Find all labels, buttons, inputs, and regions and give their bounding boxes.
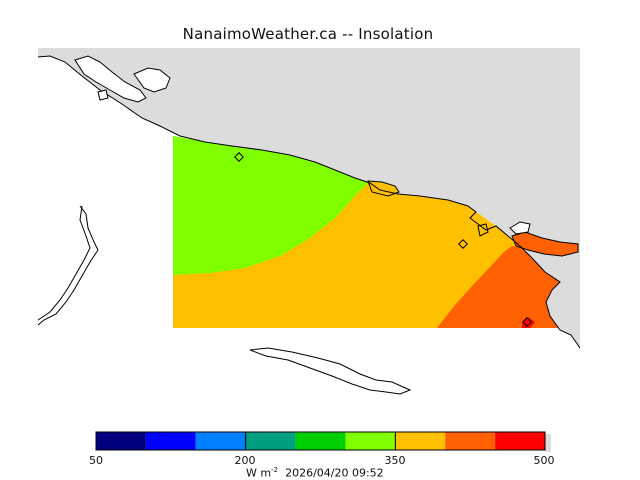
page-title: NanaimoWeather.ca -- Insolation: [182, 25, 434, 43]
colorbar-segment-50-100: [96, 432, 146, 450]
mainland-landmass: [38, 48, 580, 348]
western-coastline-inner: [37, 205, 91, 321]
band-300-350: [173, 136, 368, 275]
band-400-450: [437, 246, 560, 328]
colorbar-segment-100-150: [145, 432, 196, 450]
colorbar-segment-150-200: [195, 432, 246, 450]
island-south: [249, 347, 412, 395]
island-north-1: [74, 55, 147, 103]
colorbar-segment-450-500: [495, 432, 545, 450]
insolation-field: [173, 136, 580, 328]
units-base: W m: [246, 466, 272, 480]
colorbar-tick-50: 50: [89, 454, 103, 467]
station-marker-mid: [458, 239, 468, 249]
colorbar-tick-350: 350: [384, 454, 406, 467]
inlet-350-400-east: [477, 223, 489, 237]
colorbar: [95, 432, 546, 450]
colorbar-segment-300-350: [345, 432, 396, 450]
western-coastline: [37, 205, 99, 326]
colorbar-segment-200-250: [245, 432, 296, 450]
colorbar-shadow: [545, 434, 551, 452]
station-marker-se: [522, 317, 532, 327]
colorbar-tick-200: 200: [234, 454, 256, 467]
colorbar-tick-500: 500: [533, 454, 555, 467]
colorbar-segment-350-400: [395, 432, 446, 450]
colorbar-segment-400-450: [445, 432, 496, 450]
station-marker-nw: [234, 152, 244, 162]
inlet-400-450: [511, 231, 579, 257]
mainland-coastline: [37, 55, 581, 349]
map-timestamp: 2026/04/20 09:52: [285, 466, 384, 480]
colorbar-segment-250-300: [295, 432, 346, 450]
island-small-1: [97, 89, 109, 101]
units-exponent: -2: [271, 466, 279, 474]
island-north-2: [133, 67, 171, 93]
colorbar-frame: [95, 431, 546, 451]
island-small-2: [509, 221, 531, 235]
colorbar-units: W m-2 2026/04/20 09:52: [246, 466, 384, 480]
